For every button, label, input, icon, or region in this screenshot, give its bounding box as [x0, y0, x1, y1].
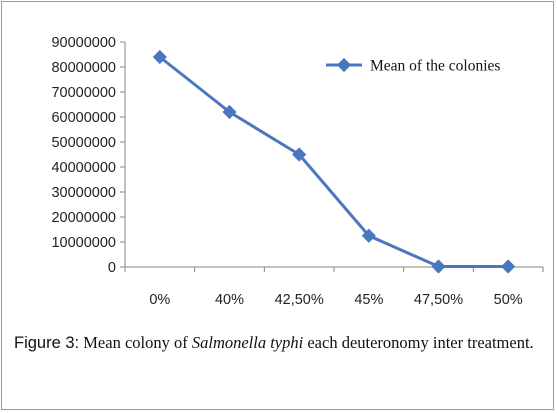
- y-tick-label: 50000000: [51, 135, 116, 151]
- y-tick-label: 0: [108, 260, 116, 276]
- y-axis: 0 10000000 20000000 30000000 40000000 5000000…: [51, 35, 126, 276]
- caption-text-before: Mean colony of: [83, 333, 188, 352]
- y-tick-label: 20000000: [51, 210, 116, 226]
- figure-caption: Figure 3: Mean colony of Salmonella typh…: [14, 331, 546, 355]
- legend-marker: [336, 57, 352, 73]
- x-tick-label: 40%: [215, 292, 244, 308]
- data-point: [361, 228, 376, 243]
- y-tick-label: 70000000: [51, 85, 116, 101]
- x-axis: 0% 40% 42,50% 45% 47,50% 50%: [124, 266, 544, 308]
- x-tick-label: 45%: [354, 292, 383, 308]
- y-tick-label: 90000000: [51, 35, 116, 51]
- line-chart: 0 10000000 20000000 30000000 40000000 5000000…: [51, 35, 544, 308]
- y-tick-label: 10000000: [51, 235, 116, 251]
- y-tick-label: 30000000: [51, 185, 116, 201]
- series-line: [158, 55, 509, 268]
- figure-label: Figure 3:: [14, 334, 80, 352]
- data-point: [501, 259, 516, 274]
- y-tick-label: 40000000: [51, 160, 116, 176]
- x-tick-label: 50%: [494, 292, 523, 308]
- caption-species: Salmonella typhi: [191, 333, 304, 352]
- data-point: [292, 147, 307, 162]
- x-tick-label: 0%: [149, 292, 170, 308]
- x-tick-label: 47,50%: [414, 292, 463, 308]
- y-tick-label: 60000000: [51, 110, 116, 126]
- caption-text-after: each deuteronomy inter treatment.: [307, 333, 534, 352]
- legend: Mean of the colonies: [326, 58, 500, 75]
- legend-label: Mean of the colonies: [370, 58, 500, 75]
- series-mean-of-the-colonies: [152, 49, 516, 274]
- x-tick-label: 42,50%: [275, 292, 324, 308]
- y-tick-label: 80000000: [51, 60, 116, 76]
- data-point: [431, 259, 446, 274]
